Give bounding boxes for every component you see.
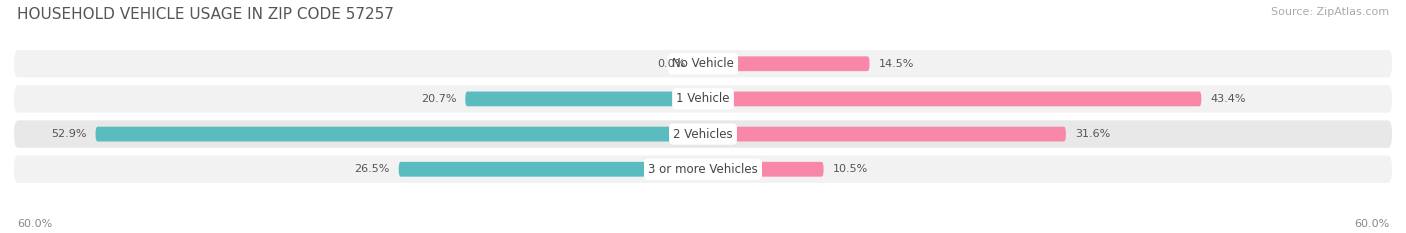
- Text: HOUSEHOLD VEHICLE USAGE IN ZIP CODE 57257: HOUSEHOLD VEHICLE USAGE IN ZIP CODE 5725…: [17, 7, 394, 22]
- Text: 3 or more Vehicles: 3 or more Vehicles: [648, 163, 758, 176]
- FancyBboxPatch shape: [14, 156, 1392, 183]
- Text: Source: ZipAtlas.com: Source: ZipAtlas.com: [1271, 7, 1389, 17]
- Text: 60.0%: 60.0%: [1354, 219, 1389, 229]
- FancyBboxPatch shape: [14, 120, 1392, 148]
- FancyBboxPatch shape: [96, 127, 703, 141]
- Text: 1 Vehicle: 1 Vehicle: [676, 93, 730, 105]
- FancyBboxPatch shape: [703, 56, 869, 71]
- Text: 14.5%: 14.5%: [879, 59, 914, 69]
- FancyBboxPatch shape: [399, 162, 703, 177]
- Text: 26.5%: 26.5%: [354, 164, 389, 174]
- Text: 52.9%: 52.9%: [51, 129, 86, 139]
- Text: 0.0%: 0.0%: [658, 59, 686, 69]
- Text: No Vehicle: No Vehicle: [672, 57, 734, 70]
- FancyBboxPatch shape: [14, 85, 1392, 113]
- FancyBboxPatch shape: [14, 50, 1392, 77]
- Text: 10.5%: 10.5%: [832, 164, 868, 174]
- FancyBboxPatch shape: [703, 162, 824, 177]
- FancyBboxPatch shape: [465, 92, 703, 106]
- Text: 31.6%: 31.6%: [1076, 129, 1111, 139]
- Text: 43.4%: 43.4%: [1211, 94, 1246, 104]
- FancyBboxPatch shape: [703, 127, 1066, 141]
- FancyBboxPatch shape: [703, 92, 1201, 106]
- Text: 60.0%: 60.0%: [17, 219, 52, 229]
- Text: 20.7%: 20.7%: [420, 94, 456, 104]
- Text: 2 Vehicles: 2 Vehicles: [673, 128, 733, 140]
